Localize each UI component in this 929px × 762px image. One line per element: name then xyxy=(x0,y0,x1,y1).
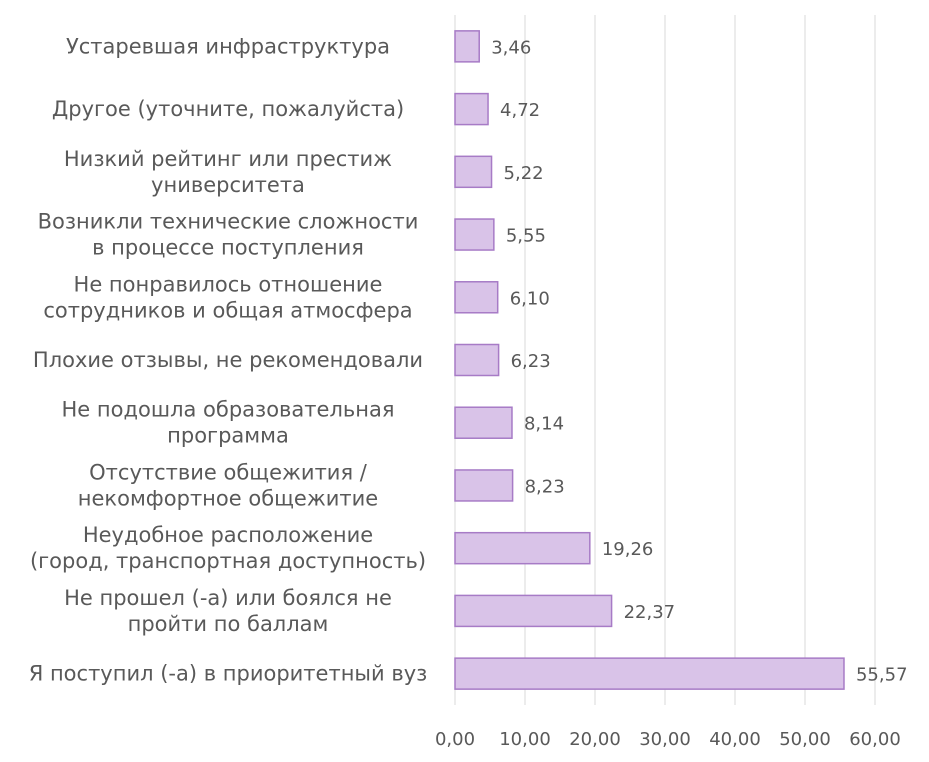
bar xyxy=(454,218,495,251)
bar xyxy=(454,406,513,439)
category-label: Я поступил (-а) в приоритетный вуз xyxy=(29,662,428,686)
data-label: 3,46 xyxy=(491,37,531,58)
x-tick-label: 20,00 xyxy=(569,729,621,750)
bar xyxy=(454,594,613,628)
bar xyxy=(454,531,591,565)
data-label: 5,22 xyxy=(504,163,544,184)
bar xyxy=(454,155,493,189)
x-tick-label: 60,00 xyxy=(849,729,901,750)
data-label: 55,57 xyxy=(856,665,908,686)
x-tick-label: 40,00 xyxy=(709,729,761,750)
bar xyxy=(454,281,499,314)
data-label: 22,37 xyxy=(624,602,676,623)
bar xyxy=(454,657,845,690)
bar xyxy=(454,343,500,377)
category-label: Неудобное расположение (город, транспортн… xyxy=(30,523,426,573)
x-tick-label: 10,00 xyxy=(499,729,551,750)
category-label: Устаревшая инфраструктура xyxy=(66,34,390,58)
data-label: 8,14 xyxy=(524,414,564,435)
category-label: Возникли технические сложности в процессе… xyxy=(38,210,419,260)
bars xyxy=(454,30,845,690)
category-labels: Устаревшая инфраструктура Другое (уточнит… xyxy=(29,34,428,685)
data-labels: 3,46 4,72 5,22 5,55 6,10 6,23 8,14 8,23 19,26 22,… xyxy=(491,37,907,685)
bar xyxy=(454,469,514,502)
data-label: 6,23 xyxy=(511,351,551,372)
data-label: 8,23 xyxy=(525,476,565,497)
bar xyxy=(454,92,489,126)
category-label: Не подошла образовательная программа xyxy=(62,398,395,448)
category-label: Отсутствие общежития / некомфортное общеж… xyxy=(78,460,378,510)
x-tick-label: 50,00 xyxy=(779,729,831,750)
bar xyxy=(454,30,480,63)
data-label: 5,55 xyxy=(506,226,546,247)
gridlines xyxy=(454,15,876,705)
category-label: Низкий рейтинг или престиж университета xyxy=(64,147,392,197)
x-axis-tick-labels: 0,00 10,00 20,00 30,00 40,00 50,00 60,00 xyxy=(435,729,901,750)
x-tick-label: 0,00 xyxy=(435,729,475,750)
category-label: Плохие отзывы, не рекомендовали xyxy=(33,348,423,372)
category-label: Не прошел (-а) или боялся не пройти по ба… xyxy=(64,586,392,636)
category-label: Не понравилось отношение сотрудников и об… xyxy=(43,272,412,322)
x-tick-label: 30,00 xyxy=(639,729,691,750)
data-label: 6,10 xyxy=(510,288,550,309)
category-label: Другое (уточните, пожалуйста) xyxy=(52,97,404,121)
data-label: 19,26 xyxy=(602,539,654,560)
data-label: 4,72 xyxy=(500,100,540,121)
